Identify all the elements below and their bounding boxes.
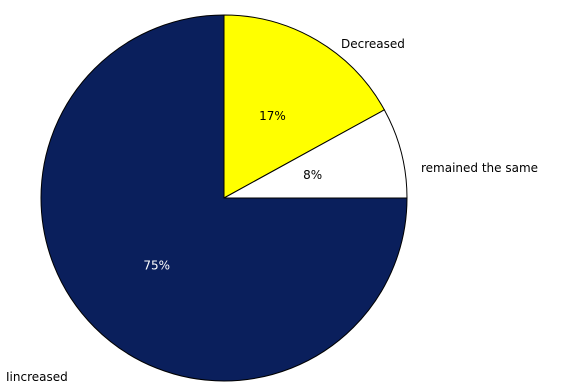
pie-slices	[40, 14, 408, 382]
pie-value-labels: 17% 8% 75%	[143, 109, 322, 272]
pie-slice-iincreased	[40, 14, 408, 382]
slice-category-label: remained the same	[421, 161, 538, 175]
slice-category-label: Decreased	[341, 37, 405, 51]
slice-value-label: 8%	[303, 168, 322, 182]
slice-value-label: 17%	[259, 109, 286, 123]
slice-category-label: Iincreased	[6, 370, 68, 383]
pie-category-labels: Decreased remained the same Iincreased	[6, 37, 538, 384]
pie-slice-decreased	[223, 14, 386, 199]
pie-slice-remained-the-same	[223, 109, 408, 199]
slice-value-label: 75%	[143, 258, 170, 272]
